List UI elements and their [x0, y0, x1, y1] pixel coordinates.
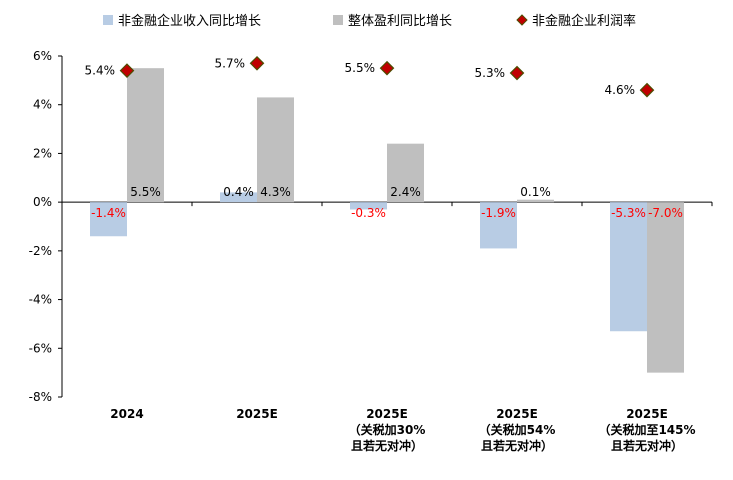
bar-revenue-1: [220, 192, 257, 203]
data-label-margin-4: 4.6%: [605, 83, 636, 97]
category-label-3-1: （关税加54%: [479, 422, 556, 437]
category-label-3-2: 且若无对冲）: [481, 438, 553, 453]
data-label-profit-2: 2.4%: [390, 185, 421, 199]
data-label-profit-3: 0.1%: [520, 185, 551, 199]
data-label-profit-0: 5.5%: [130, 185, 161, 199]
y-tick-label: -8%: [29, 390, 52, 404]
data-label-margin-3: 5.3%: [475, 66, 506, 80]
category-label-0-0: 2024: [110, 407, 143, 421]
legend-swatch-1: [333, 15, 343, 25]
bar-revenue-3: [480, 202, 517, 249]
y-tick-label: 0%: [33, 195, 52, 209]
marker-margin-4: [639, 82, 655, 98]
bars: [90, 55, 684, 373]
y-tick-label: 6%: [33, 49, 52, 63]
category-label-4-0: 2025E: [626, 407, 668, 421]
marker-margin-0: [119, 63, 135, 78]
data-label-profit-1: 4.3%: [260, 185, 291, 199]
category-label-2-0: 2025E: [366, 407, 408, 421]
bar-profit-1: [257, 97, 294, 203]
category-label-4-1: （关税加至145%: [598, 422, 695, 437]
bar-profit-0: [127, 68, 164, 203]
legend-label-0: 非金融企业收入同比增长: [118, 13, 261, 29]
data-label-revenue-4: -5.3%: [611, 206, 646, 220]
data-label-profit-4: -7.0%: [648, 206, 683, 220]
data-label-revenue-3: -1.9%: [481, 206, 516, 220]
data-label-revenue-1: 0.4%: [223, 185, 254, 199]
category-label-2-1: （关税加30%: [349, 422, 426, 437]
marker-margin-1: [249, 55, 265, 71]
legend-swatch-2: [516, 14, 528, 26]
legend: 非金融企业收入同比增长 整体盈利同比增长 非金融企业利润率: [103, 13, 636, 29]
category-label-3-0: 2025E: [496, 407, 538, 421]
bar-revenue-0: [90, 202, 127, 237]
bar-profit-2: [387, 143, 424, 203]
data-label-revenue-0: -1.4%: [91, 206, 126, 220]
legend-label-1: 整体盈利同比增长: [348, 14, 452, 29]
y-tick-label: -2%: [29, 244, 52, 258]
category-label-2-2: 且若无对冲）: [351, 438, 423, 453]
legend-label-2: 非金融企业利润率: [532, 13, 636, 29]
data-labels: -1.4% 5.5% 5.4% 0.4% 4.3% 5.7% -0.3% 2.4% 5.5% -1…: [85, 56, 683, 220]
category-labels: 2024 2025E 2025E（关税加30%且若无对冲）2025E（关税加54%且…: [110, 407, 695, 453]
bar-revenue-2: [350, 202, 387, 210]
bar-revenue-4: [610, 202, 647, 332]
data-label-revenue-2: -0.3%: [351, 206, 386, 220]
data-label-margin-0: 5.4%: [85, 64, 116, 78]
bar-profit-3: [517, 199, 554, 203]
marker-margin-3: [509, 65, 525, 81]
y-tick-label: -6%: [29, 341, 52, 355]
axes: -8% -6% -4% -2% 0% 2% 4% 6%: [29, 49, 713, 404]
y-tick-label: 2%: [33, 146, 52, 160]
category-label-1-0: 2025E: [236, 407, 278, 421]
data-label-margin-2: 5.5%: [345, 61, 376, 75]
marker-margin-2: [379, 60, 395, 76]
y-tick-label: 4%: [33, 98, 52, 112]
legend-swatch-0: [103, 15, 113, 25]
bar-profit-4: [647, 202, 684, 373]
category-label-4-2: 且若无对冲）: [611, 438, 683, 453]
data-label-margin-1: 5.7%: [215, 56, 246, 70]
y-tick-label: -4%: [29, 293, 52, 307]
